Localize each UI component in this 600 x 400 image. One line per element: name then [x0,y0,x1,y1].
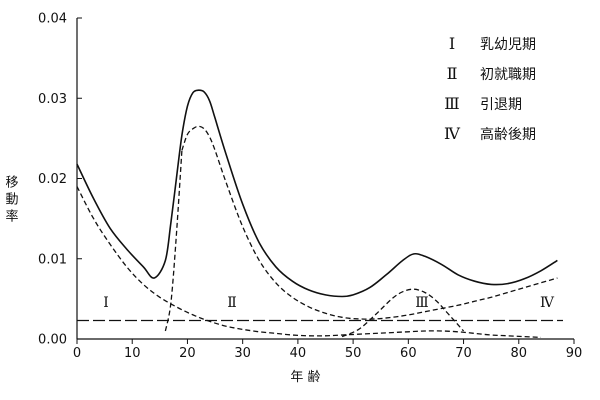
series-line-5 [341,288,465,338]
series-line-4 [164,150,183,332]
region-label: Ⅳ [540,295,555,311]
series-line-1 [76,89,558,298]
y-axis-label: 移動率 [3,175,19,226]
y-tick-label: 0.00 [38,333,67,348]
region-label: Ⅲ [415,295,429,311]
x-tick-label: 70 [455,346,472,361]
x-tick-label: 50 [345,346,362,361]
axes: 0 10 20 30 40 50 60 70 80 90 0.00 0.01 0.02 0.03 0.04 [38,12,582,362]
legend-numeral: Ⅲ [444,94,459,113]
legend-numeral: Ⅳ [444,124,461,143]
x-tick-label: 20 [179,346,196,361]
y-tick-label: 0.01 [38,252,67,267]
x-tick-label: 40 [290,346,307,361]
legend-label: 初就職期 [480,66,536,83]
x-axis-label: 年 齢 [290,370,320,385]
y-tick-label: 0.02 [38,172,67,187]
legend-label: 引退期 [480,97,522,113]
legend-label: 高齢後期 [480,126,536,143]
series-layer [76,89,563,339]
region-labels: Ⅰ Ⅱ Ⅲ Ⅳ [103,295,555,311]
series-line-2 [76,186,541,339]
legend-numeral: Ⅱ [447,64,458,83]
x-tick-label: 80 [511,346,528,361]
x-tick-label: 30 [234,346,251,361]
legend-label: 乳幼児期 [480,37,536,53]
x-tick-label: 60 [400,346,417,361]
x-tick-label: 0 [73,346,81,361]
x-tick-label: 90 [566,346,583,361]
legend: Ⅰ 乳幼児期 Ⅱ 初就職期 Ⅲ 引退期 Ⅳ 高齢後期 [444,34,536,143]
region-label: Ⅰ [103,295,109,311]
legend-numeral: Ⅰ [449,34,455,53]
y-tick-label: 0.03 [38,92,67,107]
series-line-3 [181,125,558,320]
x-tick-label: 10 [124,346,141,361]
region-label: Ⅱ [227,295,237,311]
y-tick-label: 0.04 [38,12,67,27]
